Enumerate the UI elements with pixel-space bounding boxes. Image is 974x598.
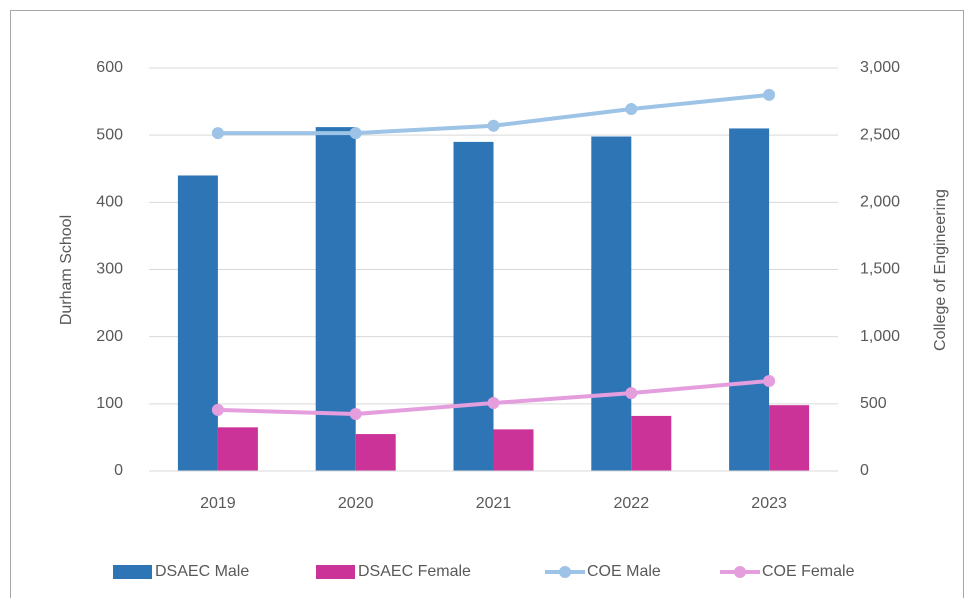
x-tick-label: 2021 xyxy=(476,495,512,512)
y-tick-label: 0 xyxy=(114,462,123,479)
x-tick-label: 2019 xyxy=(200,495,236,512)
line-marker xyxy=(763,374,776,387)
legend-swatch xyxy=(113,565,152,579)
y2-tick-label: 1,000 xyxy=(860,328,900,345)
legend-marker xyxy=(734,566,746,578)
bar xyxy=(453,141,494,471)
y-axis-title: Durham School xyxy=(58,215,75,325)
line-marker xyxy=(625,387,638,400)
line-marker xyxy=(625,102,638,115)
bar xyxy=(493,429,534,471)
x-tick-label: 2022 xyxy=(614,495,650,512)
y-tick-label: 400 xyxy=(96,194,123,211)
y2-tick-label: 2,000 xyxy=(860,194,900,211)
y-tick-label: 100 xyxy=(96,395,123,412)
bar xyxy=(177,175,218,471)
line-marker xyxy=(763,88,776,101)
y2-axis-title: College of Engineering xyxy=(932,189,949,351)
line-marker xyxy=(487,119,500,132)
bar xyxy=(315,127,356,472)
y2-tick-label: 2,500 xyxy=(860,126,900,143)
line-marker xyxy=(211,403,224,416)
y-tick-label: 300 xyxy=(96,261,123,278)
bar xyxy=(729,128,770,471)
y-tick-label: 500 xyxy=(96,126,123,143)
chart-frame xyxy=(10,10,964,598)
line-marker xyxy=(349,408,362,421)
x-tick-label: 2023 xyxy=(751,495,787,512)
x-tick-label: 2020 xyxy=(338,495,374,512)
y-tick-label: 200 xyxy=(96,328,123,345)
bar xyxy=(631,415,672,471)
bar xyxy=(591,136,632,471)
legend-marker xyxy=(559,566,571,578)
legend-swatch xyxy=(316,565,355,579)
y2-tick-label: 1,500 xyxy=(860,261,900,278)
y-tick-label: 600 xyxy=(96,59,123,76)
legend-label: DSAEC Male xyxy=(155,563,249,580)
bar xyxy=(217,427,258,471)
y2-tick-label: 500 xyxy=(860,395,887,412)
line-marker xyxy=(349,127,362,140)
legend-label: DSAEC Female xyxy=(358,563,471,580)
line-marker xyxy=(487,397,500,410)
line-marker xyxy=(211,127,224,140)
y2-tick-label: 0 xyxy=(860,462,869,479)
y2-tick-label: 3,000 xyxy=(860,59,900,76)
bar xyxy=(769,405,810,471)
legend-label: COE Male xyxy=(587,563,661,580)
legend-label: COE Female xyxy=(762,563,855,580)
bar xyxy=(355,434,396,471)
